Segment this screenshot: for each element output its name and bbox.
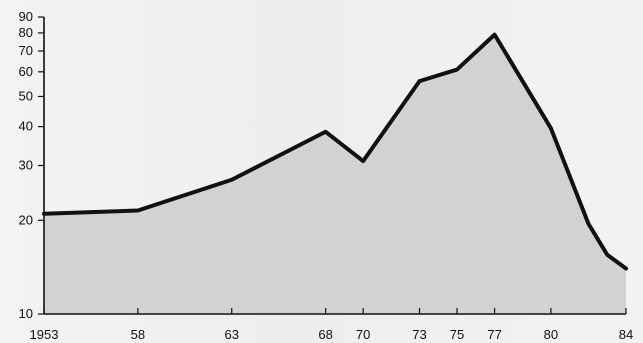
x-tick-label-8: 80 <box>544 327 558 342</box>
x-tick-label-5: 73 <box>412 327 426 342</box>
y-tick-label-3: 40 <box>19 119 33 134</box>
data-point-2 <box>230 178 234 182</box>
x-tick-label-2: 63 <box>225 327 239 342</box>
data-point-7 <box>492 33 497 37</box>
line-layer <box>42 32 628 271</box>
data-point-5 <box>417 79 422 83</box>
y-tick-label-0: 10 <box>19 306 33 321</box>
y-tick-label-5: 60 <box>19 64 33 79</box>
x-tick-label-6: 75 <box>450 327 464 342</box>
data-point-1 <box>136 208 140 213</box>
area-layer <box>44 34 626 315</box>
series-line <box>42 32 628 271</box>
x-tick-label-1: 58 <box>131 327 145 342</box>
data-point-4 <box>361 159 365 163</box>
y-tick-label-6: 70 <box>19 43 33 58</box>
data-point-9 <box>586 222 591 226</box>
x-tick-label-9: 84 <box>619 327 633 342</box>
y-tick-label-7: 80 <box>19 25 33 40</box>
data-point-8 <box>549 126 553 130</box>
y-tick-label-1: 20 <box>19 212 33 227</box>
data-point-6 <box>455 67 459 72</box>
data-point-11 <box>624 266 628 271</box>
area-fill <box>44 34 626 315</box>
y-tick-label-2: 30 <box>19 158 33 173</box>
y-tick-label-8: 90 <box>19 9 33 24</box>
tick-layer <box>38 16 627 315</box>
data-point-10 <box>605 253 609 257</box>
x-tick-label-3: 68 <box>318 327 332 342</box>
x-tick-label-0: 1953 <box>30 327 59 342</box>
y-tick-label-4: 50 <box>19 88 33 103</box>
x-tick-label-7: 77 <box>487 327 501 342</box>
data-point-0 <box>42 212 46 216</box>
x-tick-label-4: 70 <box>356 327 370 342</box>
data-point-3 <box>324 130 328 134</box>
